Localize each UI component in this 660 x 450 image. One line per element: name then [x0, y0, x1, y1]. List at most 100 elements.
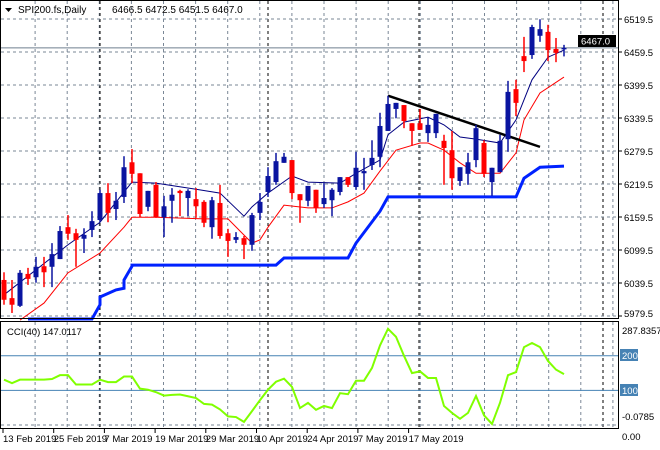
price-tick-label: 6219.5	[624, 180, 653, 191]
candle	[169, 188, 175, 223]
candle-body	[25, 273, 31, 279]
cci-100-label: 100	[622, 386, 638, 397]
candle	[513, 79, 519, 117]
candle	[249, 212, 255, 251]
candle-body	[241, 238, 247, 245]
candle	[113, 191, 119, 221]
candle-body	[529, 26, 535, 56]
candle-body	[217, 202, 223, 236]
candles	[1, 19, 567, 313]
candle-body	[225, 233, 231, 241]
candle	[201, 200, 207, 228]
candle-body	[1, 279, 7, 300]
candle	[257, 193, 263, 221]
cci-max-label: 287.8357	[622, 326, 660, 337]
candle	[17, 270, 23, 307]
candle	[273, 152, 279, 185]
candle-body	[497, 140, 503, 173]
date-tick-label: 29 Mar 2019	[206, 434, 259, 445]
date-tick-label: 24 Apr 2019	[307, 434, 358, 445]
candle-body	[433, 113, 439, 134]
candle	[313, 189, 319, 213]
candle	[105, 183, 111, 223]
candle	[233, 232, 239, 244]
candle	[521, 36, 527, 73]
candle-body	[73, 233, 79, 240]
candle-body	[505, 91, 511, 140]
candle-body	[297, 194, 303, 201]
candle-body	[33, 266, 39, 278]
candle-body	[121, 167, 127, 197]
candle-body	[513, 89, 519, 103]
candle	[65, 215, 71, 240]
candle-body	[233, 237, 239, 240]
candle	[561, 44, 567, 57]
price-tick-label: 6039.5	[624, 279, 653, 290]
candle	[217, 184, 223, 239]
candle	[385, 95, 391, 131]
candle	[369, 140, 375, 170]
indicator-overlays	[3, 49, 565, 321]
candle	[305, 185, 311, 207]
candle-body	[65, 227, 71, 234]
candle	[505, 80, 511, 152]
candle	[1, 272, 7, 305]
candle-body	[473, 128, 479, 161]
candle-body	[97, 193, 103, 221]
candle	[361, 157, 367, 190]
candle	[425, 117, 431, 142]
candle	[433, 113, 439, 139]
candle-body	[369, 157, 375, 166]
grid	[1, 1, 618, 428]
candle-body	[185, 190, 191, 199]
candle-body	[561, 47, 567, 50]
trendline	[387, 94, 541, 149]
candle	[465, 152, 471, 185]
candle	[489, 167, 495, 196]
candle	[345, 177, 351, 188]
cci-panel	[1, 327, 618, 426]
candle	[537, 19, 543, 42]
candle	[161, 195, 167, 238]
candle-body	[129, 162, 135, 174]
candle-body	[481, 143, 487, 174]
candle-body	[57, 231, 63, 260]
price-tick-label: 6159.5	[624, 213, 653, 224]
price-tick-label: 5979.5	[624, 309, 653, 320]
candle	[281, 152, 287, 163]
candle-body	[441, 140, 447, 148]
triangle-down-icon[interactable]	[5, 8, 12, 12]
candle-body	[161, 206, 167, 218]
candle-body	[361, 171, 367, 174]
candle-body	[289, 160, 295, 194]
price-tick-label: 6099.5	[624, 246, 653, 257]
candle	[209, 196, 215, 239]
candle-body	[465, 162, 471, 174]
candle	[41, 256, 47, 288]
price-tick-label: 6339.5	[624, 114, 653, 125]
candle-body	[449, 150, 455, 179]
candle-body	[41, 266, 47, 273]
current-price-label: 6467.0	[581, 37, 610, 48]
date-tick-label: 17 May 2019	[409, 434, 464, 445]
candle	[353, 151, 359, 190]
candle-body	[385, 103, 391, 131]
candle	[145, 190, 151, 212]
candle	[193, 188, 199, 218]
date-tick-label: 10 Apr 2019	[257, 434, 308, 445]
candle	[185, 189, 191, 217]
cci-line	[3, 327, 565, 426]
candle	[89, 211, 95, 238]
support-step-line	[28, 164, 565, 321]
candle	[401, 105, 407, 129]
candle-body	[137, 173, 143, 214]
candle-body	[321, 198, 327, 205]
main-panel-frame	[0, 0, 619, 319]
price-axis: 6519.5 6459.5 6399.5 6339.5 6279.5 6219.5 6159…	[618, 15, 653, 320]
candle-body	[313, 189, 319, 208]
date-tick-label: 19 Mar 2019	[155, 434, 208, 445]
candle-body	[193, 199, 199, 207]
candle-body	[553, 48, 559, 53]
